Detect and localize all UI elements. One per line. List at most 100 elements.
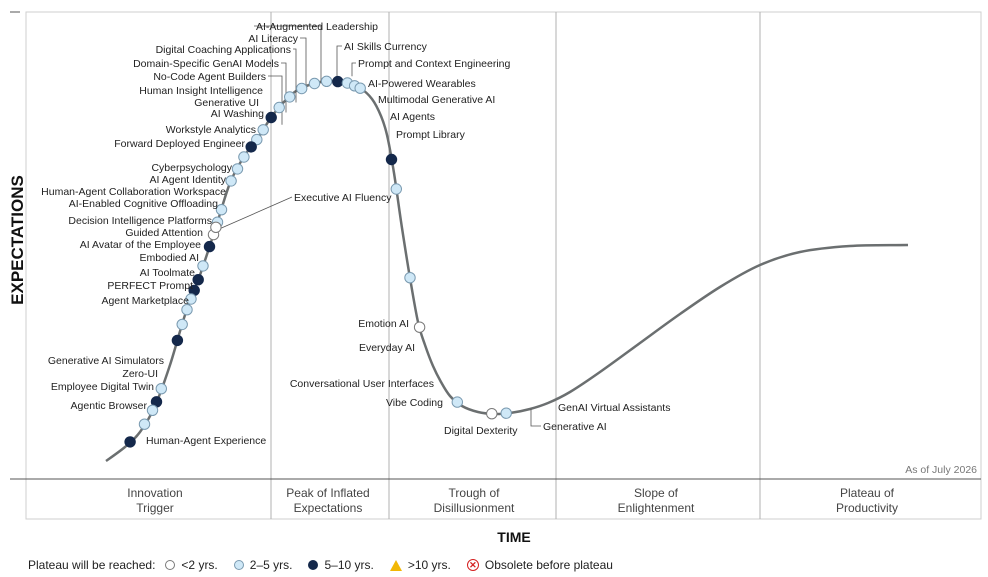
label-digital-coaching-applications: Digital Coaching Applications bbox=[156, 44, 291, 56]
technology-markers bbox=[124, 75, 512, 448]
marker-genai-virtual-assistants bbox=[500, 407, 512, 419]
leader-line-generative-ai bbox=[530, 408, 541, 427]
as-of-date: As of July 2026 bbox=[905, 464, 977, 476]
label-multimodal-generative-ai: Multimodal Generative AI bbox=[378, 94, 495, 106]
marker-ai-literacy bbox=[284, 91, 296, 103]
phase-labels: Innovation Trigger Peak of Inflated Expecta… bbox=[127, 486, 898, 515]
marker-agentic-browser bbox=[138, 418, 151, 430]
leader-line-digital-coaching-applications bbox=[293, 48, 297, 103]
plot-frame bbox=[25, 11, 982, 520]
obsolete-x-icon: ✕ bbox=[466, 559, 479, 571]
y-axis-title: EXPECTATIONS bbox=[8, 175, 27, 305]
label-agentic-browser: Agentic Browser bbox=[71, 400, 148, 412]
marker-domain-specific-genai-models bbox=[265, 111, 277, 124]
label-zero-ui: Zero-UI bbox=[122, 368, 158, 380]
label-conversational-user-interfaces: Conversational User Interfaces bbox=[290, 378, 434, 390]
label-ai-literacy: AI Literacy bbox=[248, 33, 298, 45]
marker-emotion-ai bbox=[385, 153, 398, 166]
label-guided-attention: Guided Attention bbox=[125, 227, 203, 239]
marker-ai-enabled-cognitive-offloading bbox=[203, 240, 216, 253]
label-agent-marketplace: Agent Marketplace bbox=[101, 295, 189, 307]
label-forward-deployed-engineer: Forward Deployed Engineer bbox=[114, 138, 245, 150]
marker-embodied-ai bbox=[185, 293, 197, 305]
label-prompt-and-context-engineering: Prompt and Context Engineering bbox=[358, 58, 511, 70]
legend-item-over-10: >10 yrs. bbox=[389, 558, 451, 572]
marker-executive-ai-fluency bbox=[210, 221, 222, 234]
label-employee-digital-twin: Employee Digital Twin bbox=[51, 381, 154, 393]
label-domain-specific-genai-models: Domain-Specific GenAI Models bbox=[133, 58, 279, 70]
legend-label: <2 yrs. bbox=[181, 558, 218, 572]
marker-generative-ui bbox=[245, 141, 257, 153]
marker-ai-powered-wearables bbox=[332, 75, 344, 88]
marker-digital-dexterity bbox=[451, 396, 463, 408]
label-emotion-ai: Emotion AI bbox=[358, 318, 409, 330]
label-generative-ai-simulators: Generative AI Simulators bbox=[48, 355, 164, 367]
label-ai-washing: AI Washing bbox=[211, 108, 264, 120]
label-ai-augmented-leadership: AI-Augmented Leadership bbox=[256, 21, 378, 33]
marker-vibe-coding bbox=[413, 321, 426, 333]
label-prompt-library: Prompt Library bbox=[396, 129, 466, 141]
triangle-icon bbox=[389, 559, 402, 571]
label-workstyle-analytics: Workstyle Analytics bbox=[166, 124, 256, 136]
leader-line-prompt-and-context-engineering bbox=[351, 62, 356, 77]
label-embodied-ai: Embodied AI bbox=[139, 252, 199, 264]
phase-label-innovation-trigger: Innovation Trigger bbox=[127, 486, 182, 515]
label-decision-intelligence-platforms: Decision Intelligence Platforms bbox=[68, 215, 212, 227]
leader-line-executive-ai-fluency bbox=[220, 196, 293, 229]
marker-generative-ai bbox=[486, 408, 498, 420]
marker-cyberpsychology bbox=[215, 204, 228, 216]
label-ai-enabled-cognitive-offloading: AI-Enabled Cognitive Offloading bbox=[69, 198, 218, 210]
marker-prompt-and-context-engineering bbox=[320, 75, 333, 88]
legend-item-5-10: 5–10 yrs. bbox=[308, 558, 374, 572]
dark-blue-dot-icon bbox=[308, 560, 319, 570]
label-ai-toolmate: AI Toolmate bbox=[140, 267, 195, 279]
marker-conversational-user-interfaces bbox=[404, 272, 416, 284]
marker-employee-digital-twin bbox=[146, 404, 159, 416]
marker-decision-intelligence-platforms bbox=[197, 260, 209, 272]
phase-label-plateau-of-productivity: Plateau of Productivity bbox=[836, 486, 898, 515]
marker-no-code-agent-builders bbox=[257, 124, 269, 136]
legend-item-obsolete: ✕ Obsolete before plateau bbox=[466, 558, 613, 572]
legend: Plateau will be reached: <2 yrs. 2–5 yrs… bbox=[28, 556, 629, 574]
label-perfect-prompt: PERFECT Prompt bbox=[107, 280, 193, 292]
marker-perfect-prompt bbox=[176, 318, 188, 331]
label-cyberpsychology: Cyberpsychology bbox=[151, 162, 232, 174]
label-digital-dexterity: Digital Dexterity bbox=[444, 425, 518, 437]
marker-digital-coaching-applications bbox=[273, 101, 285, 114]
label-ai-skills-currency: AI Skills Currency bbox=[344, 41, 428, 53]
label-human-agent-experience: Human-Agent Experience bbox=[146, 435, 266, 447]
label-generative-ui: Generative UI bbox=[194, 97, 259, 109]
leader-lines bbox=[220, 25, 541, 427]
label-ai-powered-wearables: AI-Powered Wearables bbox=[368, 78, 476, 90]
label-ai-agent-identity: AI Agent Identity bbox=[150, 174, 227, 186]
marker-ai-washing bbox=[238, 151, 250, 163]
marker-agent-marketplace bbox=[171, 334, 184, 347]
label-ai-agents: AI Agents bbox=[390, 111, 435, 123]
marker-ai-skills-currency bbox=[308, 77, 321, 90]
marker-guided-attention bbox=[192, 274, 204, 286]
label-ai-avatar-of-the-employee: AI Avatar of the Employee bbox=[80, 239, 201, 251]
legend-label: 5–10 yrs. bbox=[324, 558, 374, 572]
phase-label-trough-of-disillusionment: Trough of Disillusionment bbox=[434, 486, 515, 515]
marker-everyday-ai bbox=[390, 183, 402, 195]
legend-item-under-2: <2 yrs. bbox=[165, 558, 218, 572]
legend-item-2-5: 2–5 yrs. bbox=[233, 558, 293, 572]
marker-prompt-library bbox=[354, 82, 366, 94]
leader-line-ai-augmented-leadership bbox=[254, 25, 322, 84]
label-human-agent-collaboration-workspace: Human-Agent Collaboration Workspace bbox=[41, 186, 226, 198]
marker-ai-augmented-leadership bbox=[296, 82, 308, 95]
legend-title: Plateau will be reached: bbox=[28, 558, 156, 572]
legend-label: >10 yrs. bbox=[407, 558, 451, 572]
label-executive-ai-fluency: Executive AI Fluency bbox=[294, 192, 392, 204]
leader-line-ai-skills-currency bbox=[336, 45, 342, 79]
label-human-insight-intelligence: Human Insight Intelligence bbox=[139, 85, 263, 97]
white-dot-icon bbox=[165, 560, 176, 570]
marker-human-agent-experience bbox=[124, 436, 136, 448]
leader-line-ai-literacy bbox=[300, 37, 307, 92]
phase-label-slope-of-enlightenment: Slope of Enlightenment bbox=[618, 486, 695, 515]
label-no-code-agent-builders: No-Code Agent Builders bbox=[153, 71, 266, 83]
legend-label: 2–5 yrs. bbox=[249, 558, 293, 572]
label-genai-virtual-assistants: GenAI Virtual Assistants bbox=[558, 402, 670, 414]
